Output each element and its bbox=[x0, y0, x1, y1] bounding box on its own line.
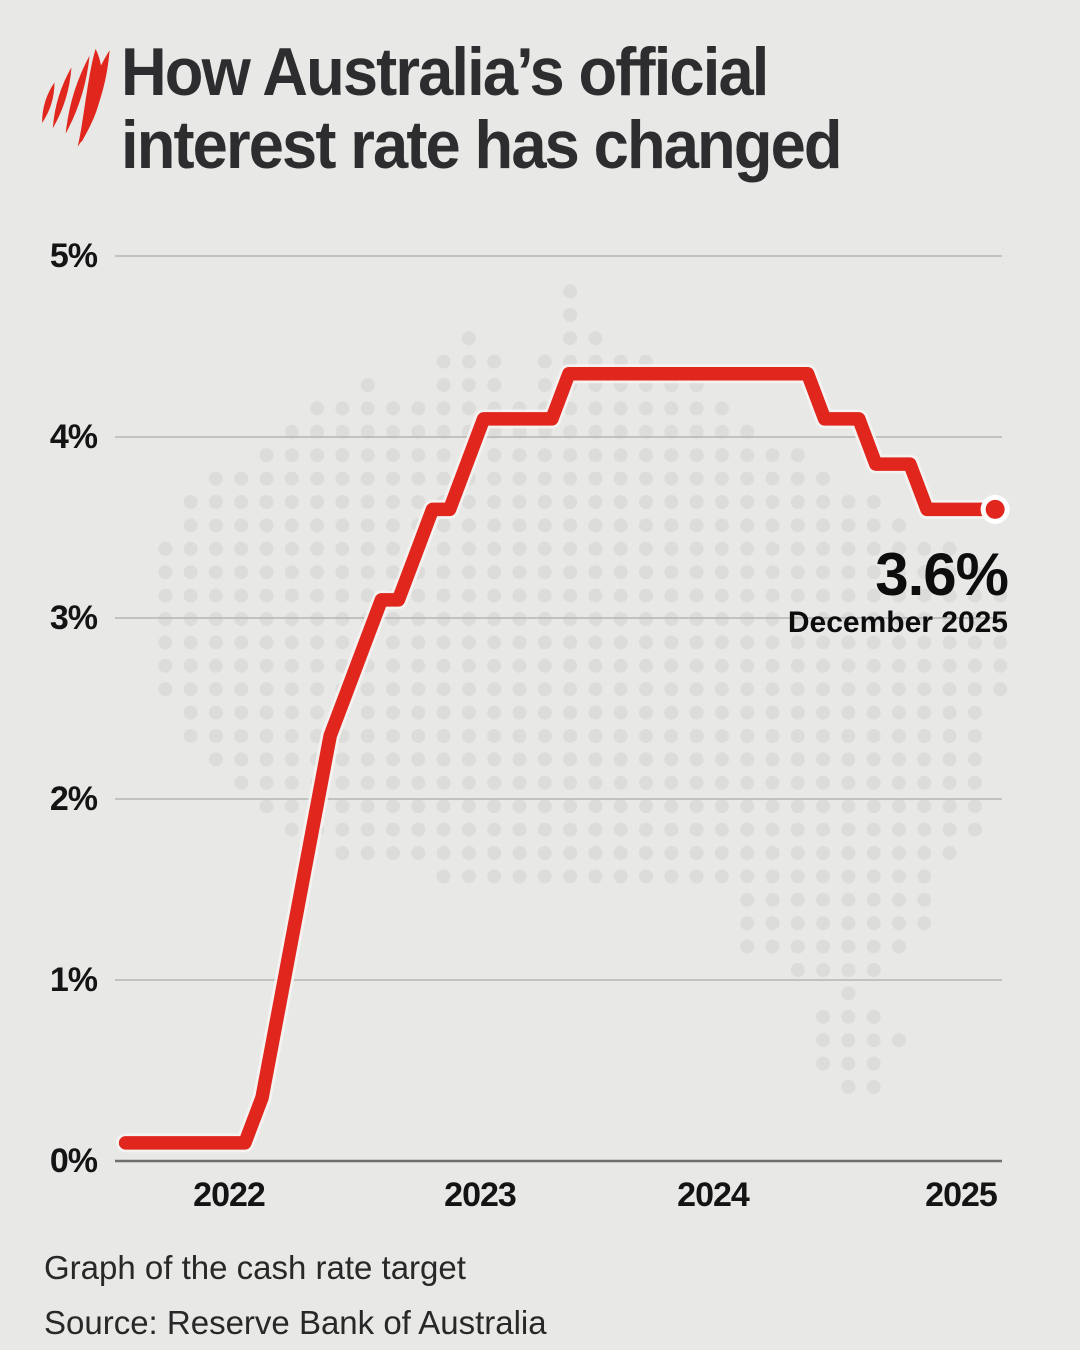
y-axis-tick-label: 3% bbox=[49, 599, 98, 637]
chart-caption: Graph of the cash rate target bbox=[44, 1249, 466, 1286]
x-axis-tick-label: 2024 bbox=[677, 1176, 750, 1214]
y-axis-tick-label: 5% bbox=[49, 237, 98, 275]
chart-title-line1: How Australia’s official bbox=[121, 34, 769, 110]
y-axis-tick-label: 0% bbox=[49, 1142, 98, 1180]
chart-title-line2: interest rate has changed bbox=[121, 107, 843, 183]
gridlines bbox=[115, 255, 1002, 1163]
annotation-value: 3.6% bbox=[875, 541, 1009, 608]
sbs-logo-icon bbox=[42, 48, 110, 147]
chart-footer: Graph of the cash rate target Source: Re… bbox=[44, 1240, 547, 1350]
cash-rate-line-casing bbox=[116, 364, 1005, 1153]
y-axis-tick-label: 1% bbox=[49, 961, 98, 999]
y-axis-tick-label: 2% bbox=[49, 780, 98, 818]
x-axis-tick-label: 2025 bbox=[925, 1176, 998, 1214]
x-axis-tick-label: 2023 bbox=[444, 1176, 517, 1214]
chart-source: Source: Reserve Bank of Australia bbox=[44, 1304, 547, 1341]
chart-title: How Australia’s official interest rate h… bbox=[121, 34, 843, 183]
end-point-marker bbox=[980, 494, 1010, 524]
cash-rate-line bbox=[118, 366, 1002, 1150]
annotation-date: December 2025 bbox=[787, 606, 1008, 639]
x-axis-tick-label: 2022 bbox=[193, 1176, 266, 1214]
y-axis-tick-label: 4% bbox=[49, 418, 98, 456]
